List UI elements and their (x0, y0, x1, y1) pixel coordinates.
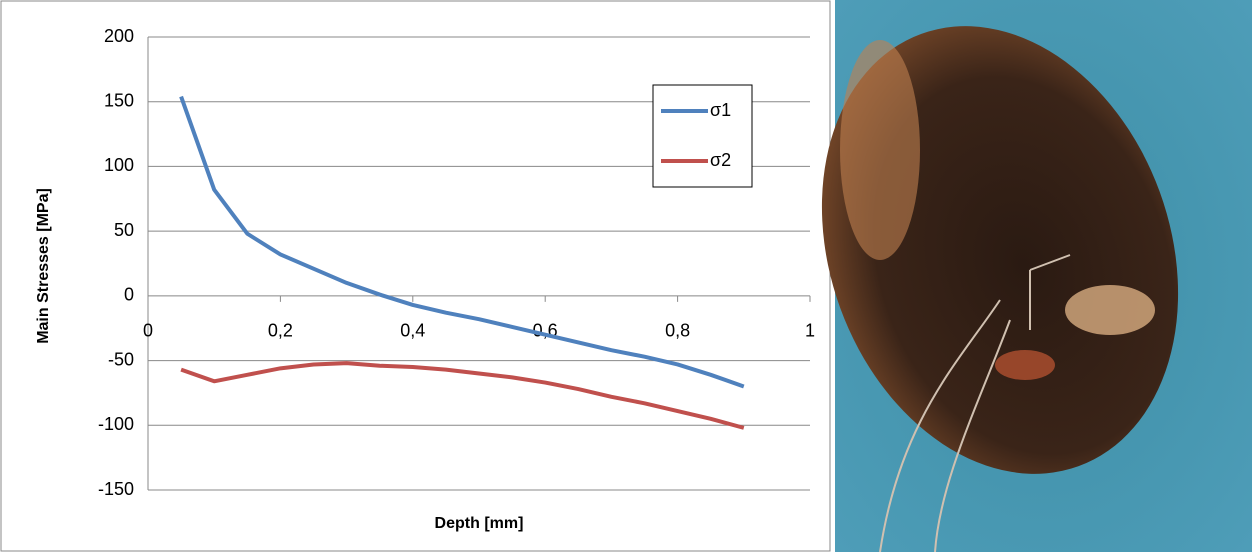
y-tick-label: 100 (104, 155, 134, 175)
x-tick-label: 0,4 (400, 321, 425, 341)
figure: Depth [mm] Main Stresses [MPa] -150 -100 -… (0, 0, 1252, 552)
reflection (1065, 285, 1155, 335)
legend-box (653, 85, 752, 187)
x-tick-label: 1 (805, 321, 815, 341)
sensor (995, 350, 1055, 380)
y-tick-label: 150 (104, 90, 134, 110)
reflection (840, 40, 920, 260)
legend-label: σ2 (710, 150, 731, 170)
chart-frame (1, 1, 830, 551)
legend-label: σ1 (710, 100, 731, 120)
y-axis-label: Main Stresses [MPa] (35, 188, 52, 344)
y-tick-label: 50 (114, 220, 134, 240)
y-tick-label: 0 (124, 285, 134, 305)
y-tick-label: -50 (108, 349, 134, 369)
y-tick-label: -150 (98, 479, 134, 499)
x-tick-label: 0 (143, 321, 153, 341)
y-tick-label: -100 (98, 414, 134, 434)
legend: σ1 σ2 (653, 85, 752, 187)
y-tick-label: 200 (104, 26, 134, 46)
x-axis-label: Depth [mm] (435, 515, 524, 532)
x-tick-label: 0,2 (268, 321, 293, 341)
page: Depth [mm] Main Stresses [MPa] -150 -100 -… (0, 0, 1252, 552)
photo (762, 0, 1252, 552)
x-tick-label: 0,8 (665, 321, 690, 341)
